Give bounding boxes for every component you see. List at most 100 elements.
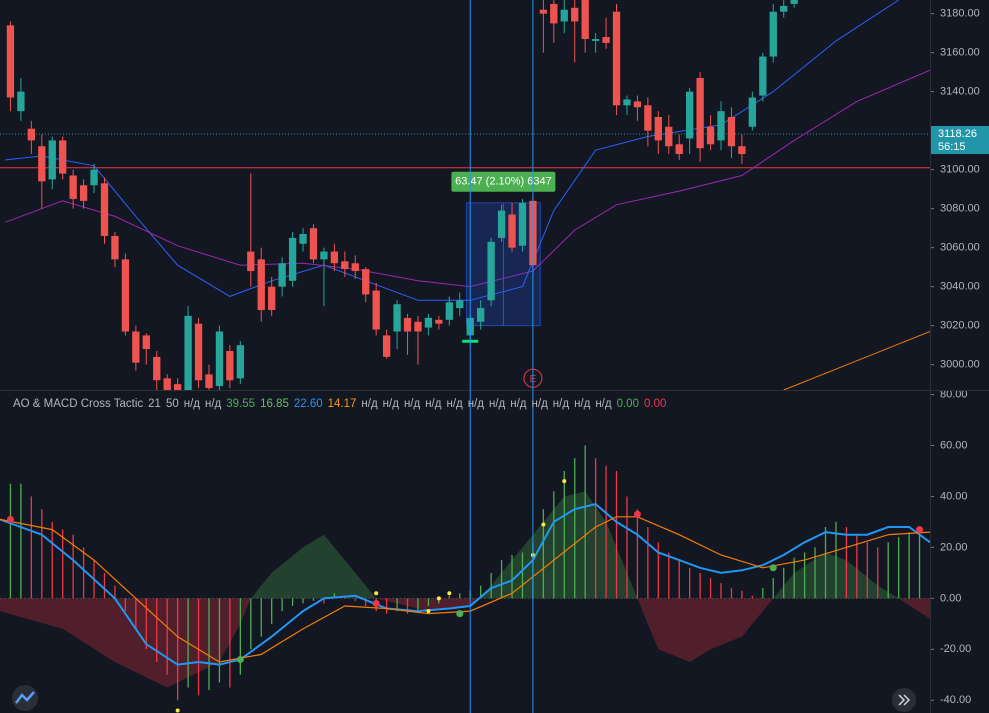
- last-price-label: 3118.26: [938, 128, 977, 140]
- candle-body: [100, 183, 109, 236]
- candle-body: [633, 101, 642, 108]
- cross-marker: [6, 515, 14, 523]
- candle-body: [759, 56, 767, 96]
- candle-body: [38, 146, 46, 182]
- logo[interactable]: [12, 685, 38, 711]
- candle-body: [518, 202, 527, 246]
- y-tick-label: 3100.00: [940, 164, 980, 176]
- candle-body: [696, 78, 704, 149]
- candle-body: [132, 331, 140, 363]
- candle-body: [424, 317, 433, 328]
- candle-body: [644, 105, 652, 131]
- cross-marker: [633, 510, 641, 518]
- candle-body: [675, 144, 683, 155]
- candle-body: [184, 315, 192, 390]
- legend-item: н/д: [361, 398, 378, 410]
- cross-marker: [541, 522, 546, 527]
- cross-marker: [426, 609, 431, 614]
- y-tick-label: -20.00: [940, 643, 971, 655]
- candle-body: [236, 345, 244, 379]
- candle-body: [393, 304, 401, 332]
- legend-item: н/д: [383, 398, 400, 410]
- candle-body: [288, 237, 297, 281]
- cross-marker: [436, 596, 441, 601]
- candle-body: [341, 261, 349, 270]
- candle-body: [48, 140, 56, 180]
- y-tick-label: 0.00: [940, 592, 961, 604]
- candle-body: [403, 317, 412, 332]
- legend-item: 50: [166, 398, 179, 410]
- cross-marker: [916, 526, 924, 534]
- legend-item: 0.00: [617, 398, 639, 410]
- candle-body: [351, 263, 359, 272]
- ao-area-down: [0, 598, 930, 688]
- candle-body: [665, 126, 673, 147]
- candle-body: [539, 9, 548, 14]
- candle-body: [121, 259, 130, 332]
- y-tick-label: 3160.00: [940, 47, 980, 59]
- candle-body: [591, 39, 600, 41]
- candle-body: [27, 128, 36, 141]
- candle-body: [445, 302, 453, 320]
- legend-item: н/д: [446, 398, 463, 410]
- candle-body: [194, 323, 203, 381]
- measure-label-box: [451, 171, 556, 192]
- y-tick-label: 40.00: [940, 490, 968, 502]
- legend-item: 14.17: [328, 398, 357, 410]
- scroll-button[interactable]: [892, 688, 916, 712]
- candle-body: [477, 308, 485, 322]
- candle-body: [414, 321, 422, 332]
- legend-item: 21: [148, 398, 161, 410]
- candle-body: [111, 235, 119, 260]
- last-price-box: [930, 126, 989, 155]
- cross-marker: [562, 479, 567, 484]
- ao-area-up: [0, 491, 930, 599]
- cross-marker: [372, 599, 380, 607]
- y-tick-label: 3080.00: [940, 203, 980, 215]
- candle-body: [247, 251, 255, 272]
- candle-body: [6, 25, 15, 98]
- legend-item: 22.60: [294, 398, 323, 410]
- axes: 3000.00 3020.00 3040.00 3060.00 3080.00 3100.…: [930, 8, 989, 706]
- legend-item: н/д: [510, 398, 527, 410]
- candle-body: [581, 0, 589, 39]
- candle-body: [738, 146, 746, 155]
- candle-body: [257, 259, 265, 311]
- legend-item: AO & MACD Cross Tactic: [13, 398, 143, 410]
- candle-body: [717, 111, 725, 141]
- y-tick-label: 80.00: [940, 388, 968, 400]
- legend-item: н/д: [468, 398, 485, 410]
- cross-marker: [175, 708, 180, 713]
- measure-label: 63.47 (2.10%) 6347: [455, 176, 552, 188]
- scroll-button-icon[interactable]: [898, 694, 911, 706]
- candle-body: [571, 7, 579, 22]
- logo-icon[interactable]: [15, 691, 35, 704]
- candle-body: [59, 140, 67, 174]
- legend-item: н/д: [553, 398, 570, 410]
- candle-body: [769, 11, 777, 57]
- candle-body: [142, 335, 150, 350]
- y-tick-label: 60.00: [940, 439, 968, 451]
- countdown-label: 56:15: [938, 141, 966, 153]
- y-tick-label: 20.00: [940, 541, 968, 553]
- candle-body: [362, 269, 370, 295]
- legend-item: н/д: [595, 398, 612, 410]
- y-tick-label: -40.00: [940, 694, 971, 706]
- y-tick-label: 3040.00: [940, 281, 980, 293]
- cross-marker: [456, 610, 464, 618]
- candle-body: [790, 0, 798, 4]
- candle-body: [508, 214, 516, 248]
- candle-body: [17, 91, 25, 112]
- candle-body: [602, 37, 610, 43]
- legend-item: н/д: [489, 398, 506, 410]
- legend-item: 39.55: [226, 398, 255, 410]
- candle-body: [173, 384, 182, 390]
- cross-marker: [374, 591, 379, 596]
- candle-body: [456, 300, 464, 309]
- candle-body: [727, 117, 736, 147]
- candle-body: [320, 251, 328, 260]
- candle-body: [90, 169, 98, 186]
- y-tick-label: 3020.00: [940, 320, 980, 332]
- legend-item: н/д: [574, 398, 591, 410]
